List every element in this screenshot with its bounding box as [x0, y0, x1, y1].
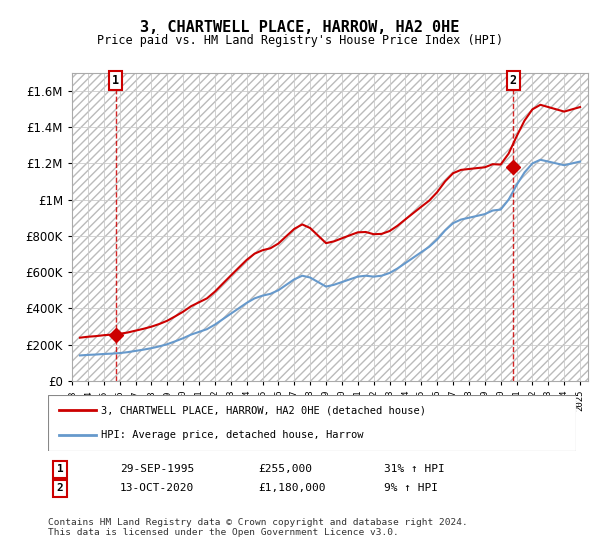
Text: £255,000: £255,000	[258, 464, 312, 474]
Text: 3, CHARTWELL PLACE, HARROW, HA2 0HE: 3, CHARTWELL PLACE, HARROW, HA2 0HE	[140, 20, 460, 35]
Text: Price paid vs. HM Land Registry's House Price Index (HPI): Price paid vs. HM Land Registry's House …	[97, 34, 503, 46]
Text: Contains HM Land Registry data © Crown copyright and database right 2024.
This d: Contains HM Land Registry data © Crown c…	[48, 518, 468, 538]
Text: 13-OCT-2020: 13-OCT-2020	[120, 483, 194, 493]
Text: 1: 1	[112, 74, 119, 87]
Text: 2: 2	[56, 483, 64, 493]
Text: 29-SEP-1995: 29-SEP-1995	[120, 464, 194, 474]
Text: 31% ↑ HPI: 31% ↑ HPI	[384, 464, 445, 474]
Text: 9% ↑ HPI: 9% ↑ HPI	[384, 483, 438, 493]
Text: 3, CHARTWELL PLACE, HARROW, HA2 0HE (detached house): 3, CHARTWELL PLACE, HARROW, HA2 0HE (det…	[101, 405, 426, 416]
Text: 1: 1	[56, 464, 64, 474]
Text: HPI: Average price, detached house, Harrow: HPI: Average price, detached house, Harr…	[101, 430, 364, 440]
Text: 2: 2	[509, 74, 517, 87]
Text: £1,180,000: £1,180,000	[258, 483, 325, 493]
